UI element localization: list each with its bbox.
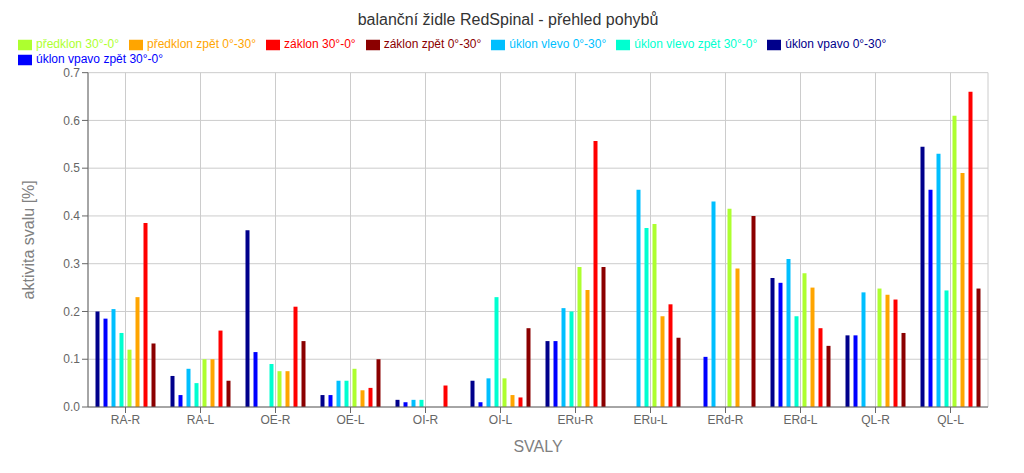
html-text:úklon vlevo zpět 30°-0°: úklon vlevo zpět 30°-0° <box>634 37 758 51</box>
html-text:záklon zpět 0°-30°: záklon zpět 0°-30° <box>383 37 482 51</box>
svg-text:OI-L: OI-L <box>489 413 513 427</box>
svg-text:RA-R: RA-R <box>111 413 141 427</box>
svg-text:OE-L: OE-L <box>336 413 364 427</box>
html-text:úklon vpavo zpět 30°-0°: úklon vpavo zpět 30°-0° <box>36 51 163 66</box>
svg-text:0.7: 0.7 <box>63 66 80 80</box>
svg-text:0.1: 0.1 <box>63 352 80 366</box>
svg-text:0.5: 0.5 <box>63 161 80 175</box>
html-text:balanční židle RedSpinal - pře: balanční židle RedSpinal - přehled pohyb… <box>357 11 659 28</box>
svg-text:OI-R: OI-R <box>413 413 439 427</box>
svg-text:ERd-L: ERd-L <box>783 413 817 427</box>
svg-text:0.0: 0.0 <box>63 400 80 414</box>
svg-text:QL-R: QL-R <box>861 413 890 427</box>
html-text:úklon vpavo 0°-30°: úklon vpavo 0°-30° <box>785 37 887 51</box>
html-text:záklon 30°-0°: záklon 30°-0° <box>284 37 356 51</box>
svg-text:OE-R: OE-R <box>261 413 291 427</box>
svg-text:0.3: 0.3 <box>63 257 80 271</box>
svg-text:aktivita svalu [%]: aktivita svalu [%] <box>20 180 37 299</box>
html-text:předklon 30°-0°: předklon 30°-0° <box>36 37 119 51</box>
html-text:úklon vlevo 0°-30°: úklon vlevo 0°-30° <box>509 37 607 51</box>
svg-text:0.6: 0.6 <box>63 114 80 128</box>
svg-text:0.2: 0.2 <box>63 305 80 319</box>
svg-text:0.4: 0.4 <box>63 209 80 223</box>
svg-text:ERu-L: ERu-L <box>633 413 667 427</box>
svg-text:QL-L: QL-L <box>937 413 964 427</box>
svg-text:ERd-R: ERd-R <box>707 413 743 427</box>
svg-text:SVALY: SVALY <box>513 438 563 455</box>
svg-text:ERu-R: ERu-R <box>557 413 593 427</box>
html-text:předklon zpět 0°-30°: předklon zpět 0°-30° <box>147 37 256 51</box>
svg-text:RA-L: RA-L <box>187 413 215 427</box>
